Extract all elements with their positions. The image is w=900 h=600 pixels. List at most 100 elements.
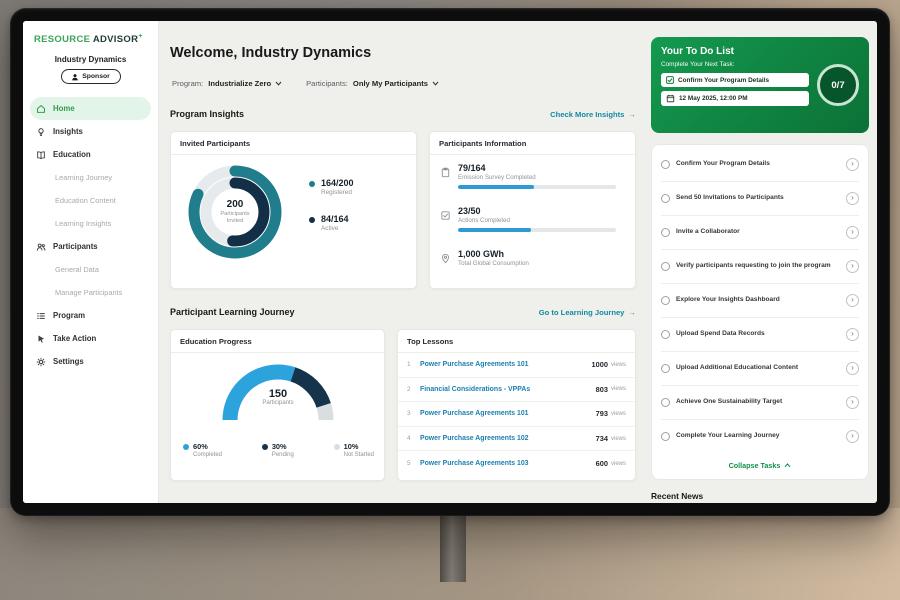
lesson-rank: 1 <box>407 361 411 369</box>
chevron-right-icon[interactable]: › <box>846 328 859 341</box>
lesson-row[interactable]: 5 Power Purchase Agreements 103 600 view… <box>398 451 635 476</box>
task-checkbox[interactable] <box>661 330 670 339</box>
task-checkbox[interactable] <box>661 296 670 305</box>
legend-active: 84/164 Active <box>309 214 354 232</box>
task-checkbox[interactable] <box>661 262 670 271</box>
pending-percent: 30% <box>271 442 287 451</box>
chevron-right-icon[interactable]: › <box>846 362 859 375</box>
card-title: Top Lessons <box>398 330 635 353</box>
logo-resource: RESOURCE <box>34 34 91 46</box>
location-pin-icon <box>440 251 451 264</box>
sidebar-item-general-data[interactable]: General Data <box>23 258 158 281</box>
lesson-row[interactable]: 2 Financial Considerations - VPPAs 803 v… <box>398 378 635 403</box>
lesson-row[interactable]: 3 Power Purchase Agreements 101 793 view… <box>398 402 635 427</box>
task-row[interactable]: Achieve One Sustainability Target › <box>661 386 859 420</box>
todo-summary-card: Your To Do List Complete Your Next Task:… <box>651 37 869 133</box>
task-row[interactable]: Explore Your Insights Dashboard › <box>661 284 859 318</box>
participants-select[interactable]: Only My Participants <box>353 79 439 88</box>
page-title: Welcome, Industry Dynamics <box>170 45 372 61</box>
task-checkbox[interactable] <box>661 194 670 203</box>
filters: Program: Industrialize Zero Participants… <box>172 79 439 88</box>
sidebar-item-learning-journey[interactable]: Learning Journey <box>23 166 158 189</box>
todo-panel: Your To Do List Complete Your Next Task:… <box>651 37 869 501</box>
lesson-row[interactable]: 1 Power Purchase Agreements 101 1000 vie… <box>398 353 635 378</box>
next-task-row[interactable]: Confirm Your Program Details <box>661 73 809 87</box>
consumption-stat: 1,000 GWh Total Global Consumption <box>440 249 625 267</box>
chevron-right-icon[interactable]: › <box>846 158 859 171</box>
program-select[interactable]: Industrialize Zero <box>208 79 282 88</box>
task-row[interactable]: Upload Additional Educational Content › <box>661 352 859 386</box>
book-icon <box>36 150 46 160</box>
todo-subtitle: Complete Your Next Task: <box>661 61 735 68</box>
task-label: Explore Your Insights Dashboard <box>676 296 780 304</box>
stat-label: Actions Completed <box>458 217 510 224</box>
chevron-right-icon[interactable]: › <box>846 396 859 409</box>
actions-progress-bar <box>458 228 616 232</box>
sidebar-item-take-action[interactable]: Take Action <box>23 327 158 350</box>
card-title: Participants Information <box>430 132 635 155</box>
task-row[interactable]: Confirm Your Program Details › <box>661 148 859 182</box>
registered-dot <box>309 181 315 187</box>
task-row[interactable]: Upload Spend Data Records › <box>661 318 859 352</box>
sidebar-item-learning-insights[interactable]: Learning Insights <box>23 212 158 235</box>
lesson-link[interactable]: Power Purchase Agreements 101 <box>420 410 529 418</box>
emission-progress-bar <box>458 185 616 189</box>
task-row[interactable]: Complete Your Learning Journey › <box>661 420 859 453</box>
sidebar-item-home[interactable]: Home <box>30 97 151 121</box>
lesson-row[interactable]: 4 Power Purchase Agreements 102 734 view… <box>398 427 635 452</box>
sidebar-item-program[interactable]: Program <box>23 304 158 327</box>
sidebar-item-education-content[interactable]: Education Content <box>23 189 158 212</box>
completed-dot <box>183 444 189 450</box>
go-to-learning-journey-link[interactable]: Go to Learning Journey → <box>539 308 636 317</box>
sidebar-item-label: Participants <box>53 242 98 252</box>
education-progress-card: Education Progress 150 Participants <box>170 329 385 481</box>
dashboard-screen: RESOURCE ADVISOR+ Industry Dynamics Spon… <box>23 21 877 503</box>
actions-completed-stat: 23/50 Actions Completed <box>440 206 625 232</box>
sidebar-item-label: Education Content <box>55 196 116 206</box>
active-value: 84/164 <box>321 214 349 224</box>
collapse-tasks-link[interactable]: Collapse Tasks <box>661 453 859 475</box>
chevron-right-icon[interactable]: › <box>846 294 859 307</box>
task-checkbox[interactable] <box>661 160 670 169</box>
views-word: views <box>610 410 626 417</box>
gauge-label: Participants <box>262 400 294 406</box>
main-content: Welcome, Industry Dynamics Program: Indu… <box>159 21 877 503</box>
sidebar-item-label: Program <box>53 311 86 321</box>
check-square-icon <box>440 208 451 220</box>
lesson-link[interactable]: Power Purchase Agreements 101 <box>420 361 529 369</box>
chevron-right-icon[interactable]: › <box>846 430 859 443</box>
sidebar-item-insights[interactable]: Insights <box>23 120 158 143</box>
lesson-link[interactable]: Power Purchase Agreements 102 <box>420 435 529 443</box>
registered-label: Registered <box>321 189 352 196</box>
legend-not-started: 10% Not Started <box>333 442 374 458</box>
sidebar-item-settings[interactable]: Settings <box>23 350 158 373</box>
due-date-label: 12 May 2025, 12:00 PM <box>679 95 748 102</box>
sponsor-badge[interactable]: Sponsor <box>60 69 121 85</box>
task-checkbox[interactable] <box>661 432 670 441</box>
gauge-svg <box>222 364 334 421</box>
sidebar-item-participants[interactable]: Participants <box>23 235 158 258</box>
chevron-right-icon[interactable]: › <box>846 260 859 273</box>
chevron-right-icon[interactable]: › <box>846 226 859 239</box>
monitor: RESOURCE ADVISOR+ Industry Dynamics Spon… <box>10 8 890 516</box>
task-label: Invite a Collaborator <box>676 228 740 236</box>
legend-completed: 60% Completed <box>183 442 222 458</box>
task-checkbox[interactable] <box>661 228 670 237</box>
program-insights-section-header: Program Insights Check More Insights → <box>170 109 636 119</box>
pending-dot <box>261 444 268 450</box>
task-row[interactable]: Verify participants requesting to join t… <box>661 250 859 284</box>
chevron-right-icon[interactable]: › <box>846 192 859 205</box>
task-checkbox[interactable] <box>661 364 670 373</box>
sidebar-item-manage-participants[interactable]: Manage Participants <box>23 281 158 304</box>
next-task-label: Confirm Your Program Details <box>678 76 770 84</box>
task-row[interactable]: Send 50 Invitations to Participants › <box>661 182 859 216</box>
sidebar-item-education[interactable]: Education <box>23 143 158 166</box>
lesson-rank: 3 <box>407 410 411 418</box>
task-row[interactable]: Invite a Collaborator › <box>661 216 859 250</box>
not-started-percent: 10% <box>343 442 359 451</box>
task-checkbox[interactable] <box>661 398 670 407</box>
check-more-insights-link[interactable]: Check More Insights → <box>550 110 636 119</box>
lesson-link[interactable]: Financial Considerations - VPPAs <box>420 385 531 393</box>
lesson-link[interactable]: Power Purchase Agreements 103 <box>420 460 529 468</box>
home-icon <box>36 104 46 114</box>
